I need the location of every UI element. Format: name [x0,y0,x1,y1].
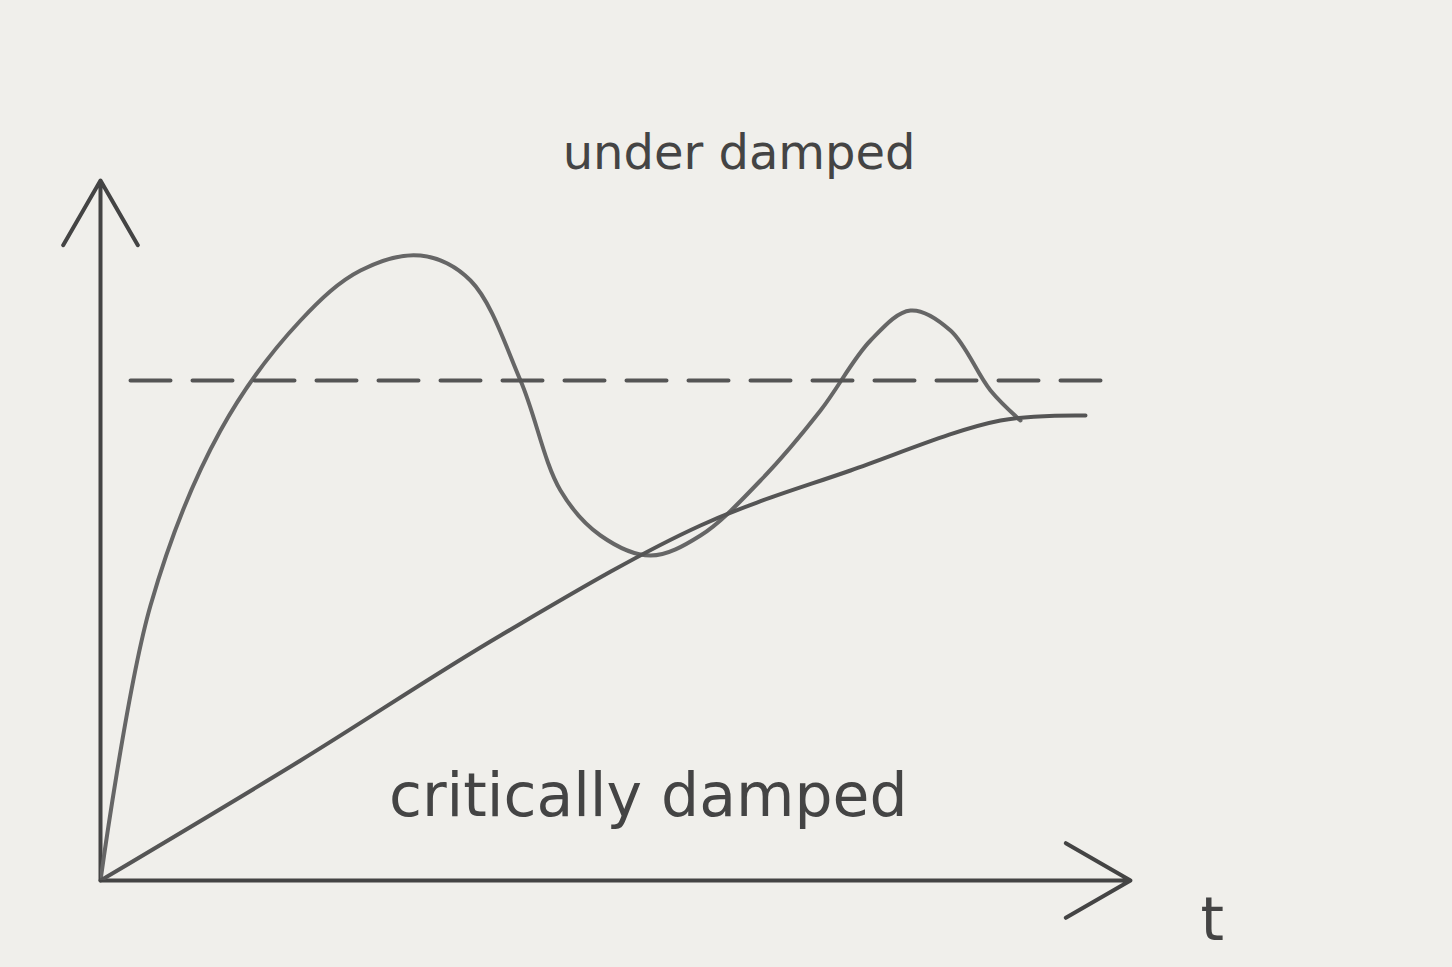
svg-text:critically damped: critically damped [389,760,908,830]
svg-text:under damped: under damped [563,124,916,180]
svg-text:t: t [1201,884,1225,954]
